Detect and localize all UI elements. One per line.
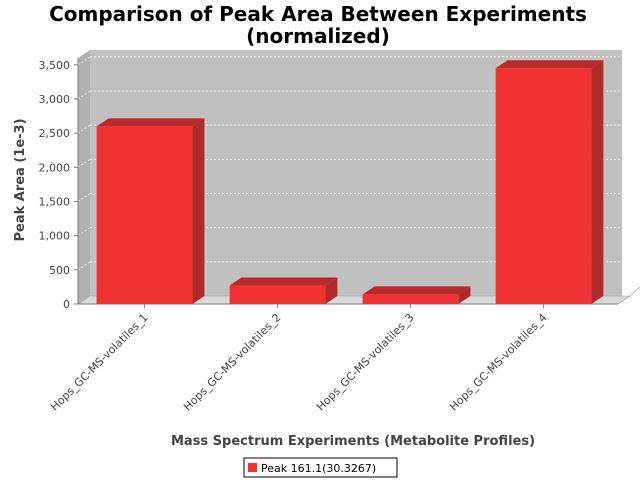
gridline-side xyxy=(77,56,91,66)
bar-top xyxy=(229,277,338,286)
bar-top xyxy=(495,60,604,69)
chart-subtitle: (normalized) xyxy=(246,24,390,48)
x-axis-label: Mass Spectrum Experiments (Metabolite Pr… xyxy=(171,434,535,449)
bar-side xyxy=(591,60,604,304)
bar-group xyxy=(362,286,471,304)
gridline-side xyxy=(77,159,91,168)
legend-label: Peak 161.1(30.3267) xyxy=(261,462,376,475)
legend: Peak 161.1(30.3267) xyxy=(243,457,398,478)
y-tick-label: 0 xyxy=(63,298,70,311)
y-axis-label: Peak Area (1e-3) xyxy=(13,118,28,241)
x-tick-label: Hops_GC-MS-volatiles_3 xyxy=(314,311,417,414)
bar-group xyxy=(495,60,604,304)
y-tick-label: 1,000 xyxy=(39,230,71,243)
bar-group xyxy=(96,118,205,304)
bar-top xyxy=(362,286,471,295)
gridline-side xyxy=(77,124,91,134)
bar xyxy=(229,285,326,304)
y-tick-label: 3,000 xyxy=(39,93,71,106)
gridline-side xyxy=(77,227,91,236)
y-tick-label: 500 xyxy=(49,264,70,277)
gridline-side xyxy=(77,90,91,100)
legend-box xyxy=(243,457,398,478)
bar xyxy=(362,294,459,304)
bars xyxy=(96,60,604,304)
bar-side xyxy=(192,118,205,304)
x-axis: Hops_GC-MS-volatiles_1 Hops_GC-MS-volatil… xyxy=(48,303,618,414)
gridline-side xyxy=(77,261,91,271)
legend-swatch xyxy=(248,463,257,472)
y-tick-label: 1,500 xyxy=(39,196,71,209)
plot-left-wall xyxy=(78,50,90,304)
y-tick-label: 2,000 xyxy=(39,161,71,174)
bar xyxy=(96,126,193,304)
x-tick-label: Hops_GC-MS-volatiles_2 xyxy=(181,311,284,414)
x-tick-label: Hops_GC-MS-volatiles_1 xyxy=(48,311,151,414)
bar-side xyxy=(458,286,471,304)
plot-back-wall xyxy=(90,50,622,296)
bar-side xyxy=(325,277,338,304)
y-axis: 0 500 1,000 1,500 2,000 2,500 3,000 3,500 xyxy=(39,58,79,311)
floor-edge xyxy=(629,286,640,297)
chart-title: Comparison of Peak Area Between Experime… xyxy=(49,2,587,26)
bar-top xyxy=(96,118,205,127)
y-tick-label: 2,500 xyxy=(39,127,71,140)
y-tick-label: 3,500 xyxy=(39,59,71,72)
bar xyxy=(495,68,592,304)
x-tick-label: Hops_GC-MS-volatiles_4 xyxy=(447,311,550,414)
bar-group xyxy=(229,277,338,304)
gridline-side xyxy=(77,193,91,202)
